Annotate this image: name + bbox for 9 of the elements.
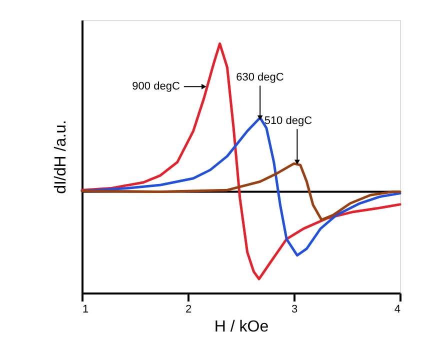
annotation: 630 degC xyxy=(236,72,284,84)
y-axis-title: dI/dH /a.u. xyxy=(52,120,70,194)
x-tick-label: 3 xyxy=(291,304,298,316)
x-tick-label: 4 xyxy=(394,304,400,316)
x-tick-label: 2 xyxy=(185,304,192,316)
x-tick-label: 1 xyxy=(82,304,89,316)
x-axis-title: H / kOe xyxy=(214,318,269,336)
annotation: 900 degC xyxy=(132,80,180,93)
annotation: 510 degC xyxy=(264,115,312,128)
